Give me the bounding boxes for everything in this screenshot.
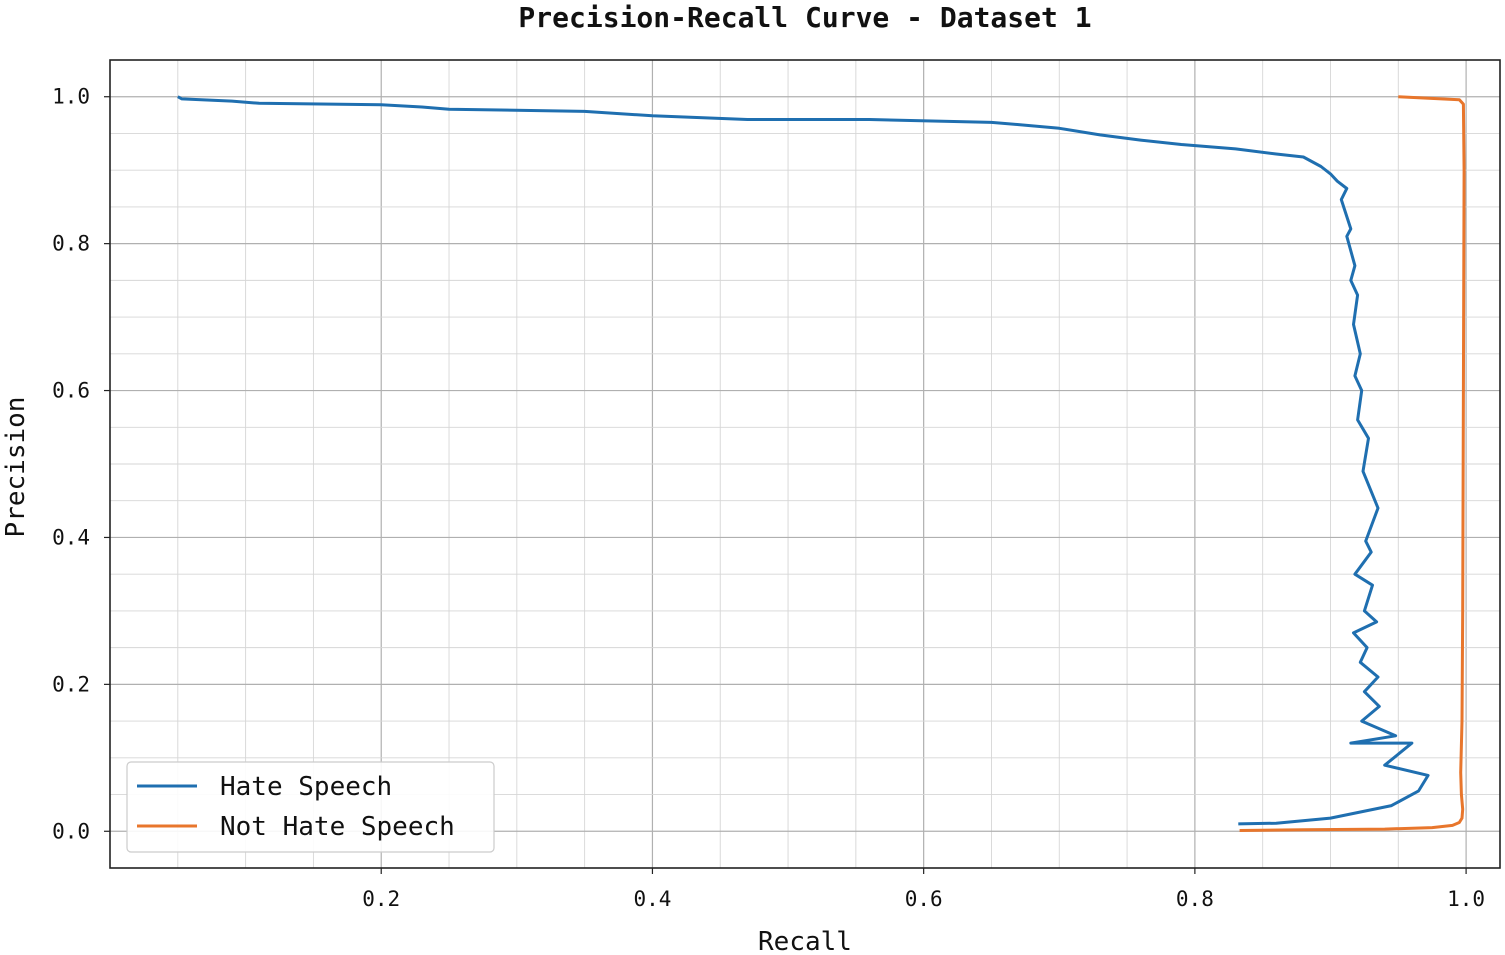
y-tick-label: 0.4 xyxy=(52,525,90,549)
y-tick-label: 0.2 xyxy=(52,672,90,696)
series-layer xyxy=(177,95,1466,832)
y-tick-label: 1.0 xyxy=(52,85,90,109)
x-tick-label: 1.0 xyxy=(1447,887,1485,911)
legend-label-not-hate-speech: Not Hate Speech xyxy=(220,812,455,842)
legend: Hate Speech Not Hate Speech xyxy=(126,761,495,853)
series-line-hate-speech xyxy=(177,95,1430,826)
y-axis-label: Precision xyxy=(1,397,31,538)
chart-title: Precision-Recall Curve - Dataset 1 xyxy=(518,1,1091,34)
x-tick-label: 0.8 xyxy=(1176,887,1214,911)
x-tick-label: 0.6 xyxy=(905,887,943,911)
legend-box xyxy=(126,761,495,853)
grid xyxy=(110,60,1500,868)
series-line-not-hate-speech xyxy=(1239,95,1466,832)
y-tick-label: 0.6 xyxy=(52,379,90,403)
x-ticks: 0.2 0.4 0.6 0.8 1.0 xyxy=(362,868,1485,911)
x-tick-label: 0.2 xyxy=(362,887,400,911)
x-axis-label: Recall xyxy=(758,927,852,955)
plot-frame xyxy=(109,59,1501,869)
y-ticks: 0.0 0.2 0.4 0.6 0.8 1.0 xyxy=(52,85,110,843)
y-tick-label: 0.0 xyxy=(52,819,90,843)
x-tick-label: 0.4 xyxy=(633,887,671,911)
legend-label-hate-speech: Hate Speech xyxy=(220,772,392,802)
y-tick-label: 0.8 xyxy=(52,232,90,256)
